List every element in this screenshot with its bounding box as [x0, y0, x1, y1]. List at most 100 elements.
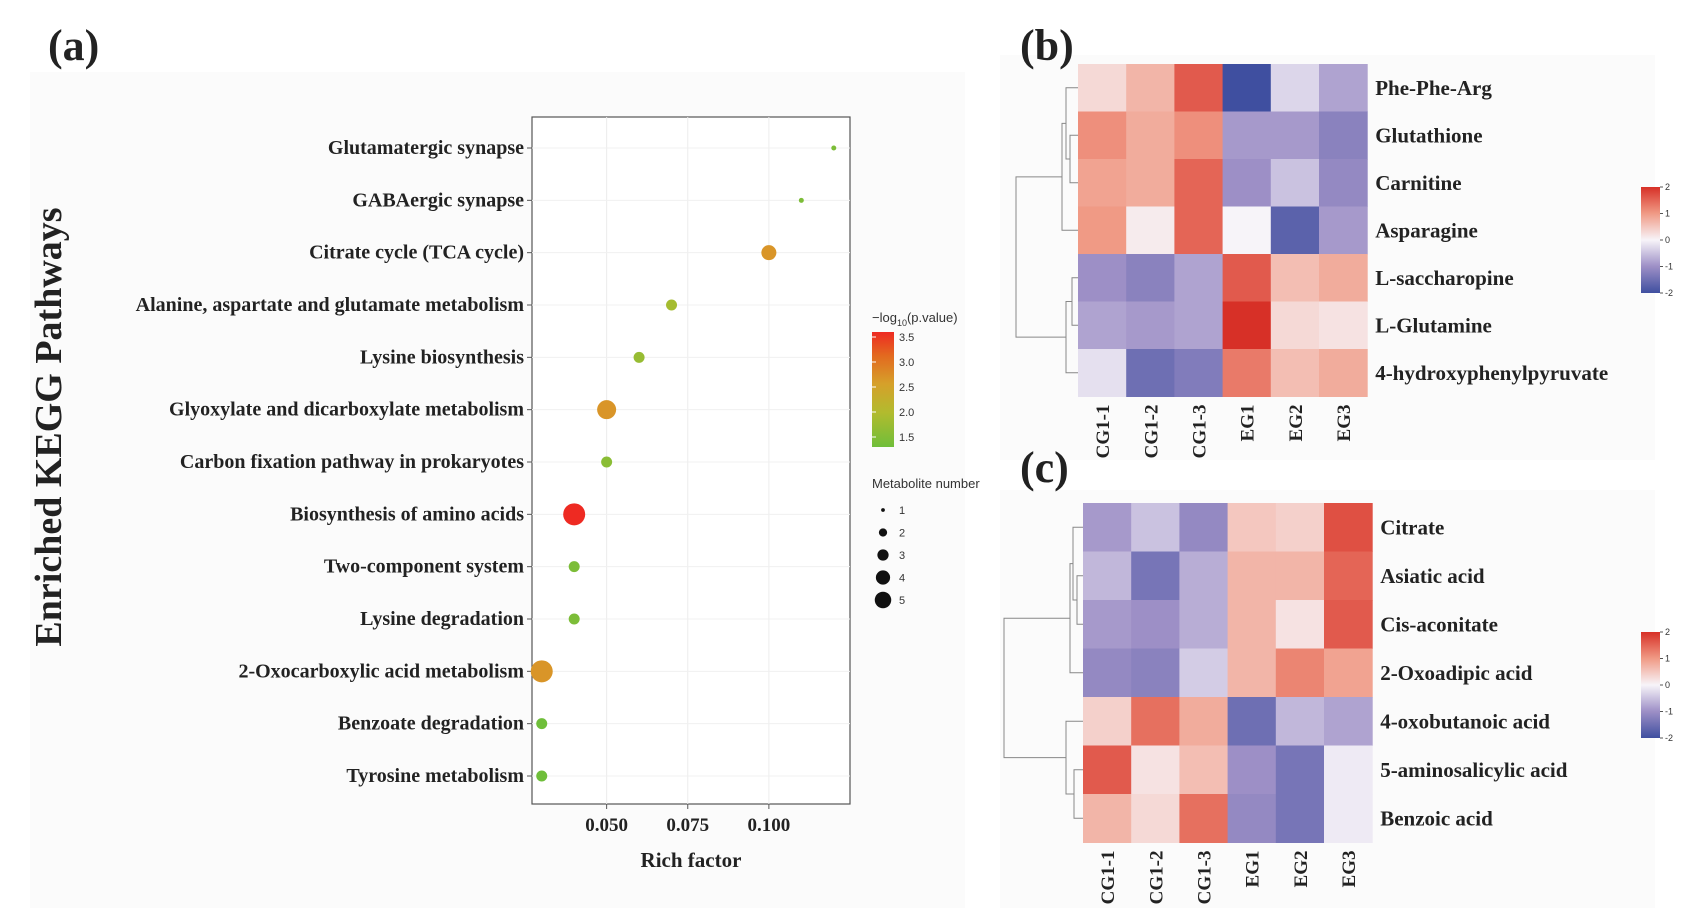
heatmap-column-label: EG3 [1339, 851, 1360, 888]
heatmap-cell [1179, 600, 1229, 649]
color-legend-title-rest: (p.value) [907, 310, 958, 325]
heatmap-cell [1324, 600, 1373, 649]
color-legend: −log10(p.value) 1.5 2.0 2.5 3.0 3.5 [872, 310, 958, 447]
heatmap-cell [1131, 745, 1180, 795]
heatmap-cell [1174, 349, 1224, 397]
y-tick-label: 2-Oxocarboxylic acid metabolism [238, 660, 524, 682]
heatmap-cell [1083, 551, 1132, 601]
gridlines [532, 117, 850, 804]
heatmap-cell [1126, 349, 1175, 397]
heatmap-cell [1083, 745, 1132, 795]
size-legend-label: 4 [899, 573, 905, 585]
heatmap-cell [1222, 111, 1272, 160]
panel-a-label-top: (a) [48, 21, 99, 70]
heatmap-cell [1275, 745, 1325, 795]
heatmap-cell [1275, 600, 1325, 649]
heatmap-cell [1270, 301, 1320, 350]
heatmap-row-label: L-saccharopine [1375, 266, 1513, 290]
y-tick-label: Two-component system [324, 556, 525, 578]
heatmap-cell [1078, 206, 1127, 255]
panel-c-dendrogram [1003, 526, 1083, 819]
y-tick-label: Citrate cycle (TCA cycle) [309, 242, 524, 264]
color-legend-title: −log10(p.value) [872, 310, 958, 328]
y-axis-ticks: Glutamatergic synapse GABAergic synapse Ci… [136, 137, 532, 787]
heatmap-column-label: CG1-1 [1093, 405, 1114, 459]
size-legend-dot [874, 591, 892, 609]
heatmap-cell [1275, 648, 1325, 698]
size-legend-dot [875, 570, 891, 585]
size-legend-title: Metabolite number [872, 476, 980, 491]
color-legend-title-main: −log [872, 310, 897, 325]
heatmap-cell [1174, 64, 1224, 112]
data-point [798, 197, 804, 203]
data-point [536, 770, 548, 782]
heatmap-cell [1222, 64, 1272, 112]
heatmap-cell [1270, 159, 1320, 207]
color-legend-tick-label: 2.5 [899, 382, 914, 394]
panel-b: (b) Phe-Phe-Arg Glutathione Carnitine Aspar… [1000, 21, 1673, 460]
data-point [563, 503, 586, 526]
heatmap-cell [1126, 254, 1175, 302]
heatmap-cell [1275, 794, 1325, 843]
data-point [666, 299, 678, 311]
heatmap-cell [1227, 600, 1277, 649]
size-legend-label: 2 [899, 528, 905, 540]
heatmap-cell [1174, 254, 1224, 302]
heatmap-cell [1319, 301, 1368, 350]
heatmap-cell [1275, 503, 1325, 552]
heatmap-row-label: Benzoic acid [1380, 806, 1493, 830]
data-point [568, 613, 580, 625]
heatmap-cell [1324, 503, 1373, 552]
colorbar-tick-label: -1 [1665, 262, 1673, 272]
heatmap-cell [1078, 349, 1127, 397]
data-point [568, 561, 580, 573]
heatmap-cell [1174, 301, 1224, 350]
heatmap-cell [1324, 551, 1373, 601]
heatmap-cell [1126, 206, 1175, 255]
heatmap-cell [1324, 697, 1373, 746]
x-tick-label: 0.075 [666, 815, 709, 836]
y-axis-title: Enriched KEGG Pathways [28, 207, 70, 646]
size-legend-label: 1 [899, 505, 905, 517]
color-legend-bar [872, 332, 894, 447]
panel-b-dendrogram [1015, 87, 1078, 374]
heatmap-row-label: 5-aminosalicylic acid [1380, 758, 1568, 782]
heatmap-cell [1083, 600, 1132, 649]
heatmap-row-label: Phe-Phe-Arg [1375, 76, 1492, 100]
heatmap-cell [1222, 206, 1272, 255]
colorbar-tick-label: -1 [1665, 707, 1673, 717]
heatmap-cell [1270, 111, 1320, 160]
heatmap-column-label: EG1 [1238, 405, 1259, 442]
dendrogram-branch [1015, 176, 1066, 338]
heatmap-cell [1179, 503, 1229, 552]
data-point [530, 660, 553, 683]
points [530, 145, 837, 782]
heatmap-cell [1222, 301, 1272, 350]
heatmap-cell [1078, 111, 1127, 160]
heatmap-cell [1227, 697, 1277, 746]
heatmap-cell [1324, 745, 1373, 795]
panel-b-row-labels: Phe-Phe-Arg Glutathione Carnitine Asparagin… [1375, 76, 1608, 385]
heatmap-cell [1222, 349, 1272, 397]
heatmap-cell [1174, 206, 1224, 255]
heatmap-cell [1222, 254, 1272, 302]
heatmap-row-label: Carnitine [1375, 171, 1461, 195]
color-legend-tick-label: 1.5 [899, 432, 914, 444]
heatmap-row-label: 2-Oxoadipic acid [1380, 661, 1533, 685]
heatmap-cell [1270, 206, 1320, 255]
size-legend-label: 3 [899, 550, 905, 562]
heatmap-cell [1078, 301, 1127, 350]
panel-b-colorbar-ticks: 2 1 0 -1 -2 [1660, 182, 1673, 298]
y-tick-label: Lysine biosynthesis [360, 346, 524, 368]
heatmap-cell [1227, 745, 1277, 795]
colorbar-tick-label: 1 [1665, 209, 1670, 219]
heatmap-cell [1174, 159, 1224, 207]
heatmap-row-label: 4-oxobutanoic acid [1380, 709, 1550, 733]
size-legend: Metabolite number 1 2 3 4 5 [872, 476, 980, 609]
y-tick-label: Glutamatergic synapse [328, 137, 524, 159]
heatmap-cell [1126, 159, 1175, 207]
panel-b-heatmap-cells [1078, 64, 1368, 397]
color-legend-title-sub: 10 [897, 318, 907, 328]
heatmap-cell [1324, 794, 1373, 843]
color-legend-tick-label: 2.0 [899, 407, 914, 419]
